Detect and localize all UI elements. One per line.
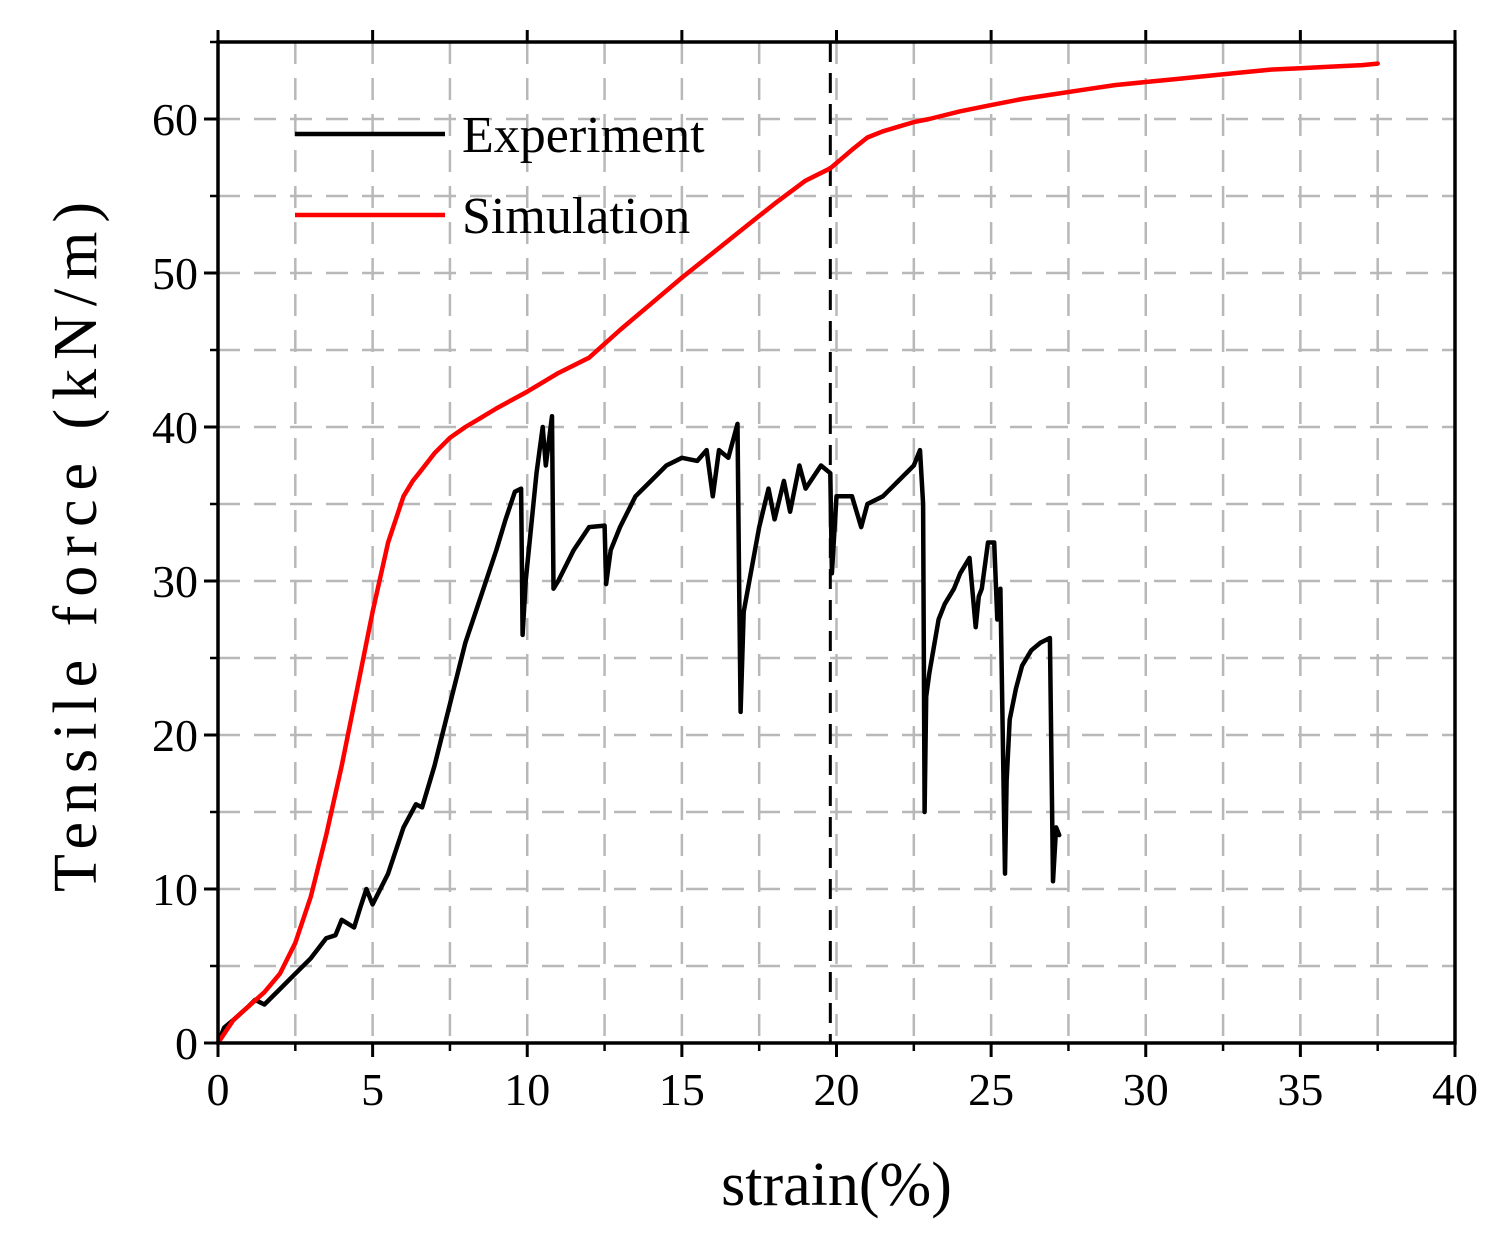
series-group [215, 61, 1380, 1046]
grid-lines [218, 40, 1455, 1043]
y-tick-label: 50 [152, 248, 198, 299]
legend-label-simulation: Simulation [462, 188, 690, 245]
y-tick-label: 20 [152, 710, 198, 761]
y-tick-label: 40 [152, 402, 198, 453]
y-tick-labels: 0 10 20 30 40 50 60 [152, 94, 198, 1069]
x-tick-labels: 0 5 10 15 20 25 30 35 40 [207, 1064, 1479, 1115]
x-axis-title: strain(%) [721, 1151, 952, 1219]
x-tick-label: 15 [659, 1064, 705, 1115]
series-line-experiment [215, 413, 1062, 1046]
legend: Experiment Simulation [295, 107, 705, 245]
y-tick-label: 10 [152, 864, 198, 915]
x-tick-label: 20 [814, 1064, 860, 1115]
y-tick-label: 30 [152, 556, 198, 607]
x-tick-label: 25 [968, 1064, 1014, 1115]
x-tick-label: 40 [1432, 1064, 1478, 1115]
series-line-simulation [215, 61, 1380, 1046]
y-tick-label: 60 [152, 94, 198, 145]
y-axis-title: Tensile force (kN/m) [42, 193, 110, 892]
y-tick-label: 0 [175, 1018, 198, 1069]
x-tick-label: 35 [1277, 1064, 1323, 1115]
x-tick-label: 30 [1123, 1064, 1169, 1115]
legend-label-experiment: Experiment [462, 107, 705, 164]
axis-ticks [204, 30, 1457, 1057]
x-tick-label: 0 [207, 1064, 230, 1115]
x-tick-label: 5 [361, 1064, 384, 1115]
x-tick-label: 10 [504, 1064, 550, 1115]
